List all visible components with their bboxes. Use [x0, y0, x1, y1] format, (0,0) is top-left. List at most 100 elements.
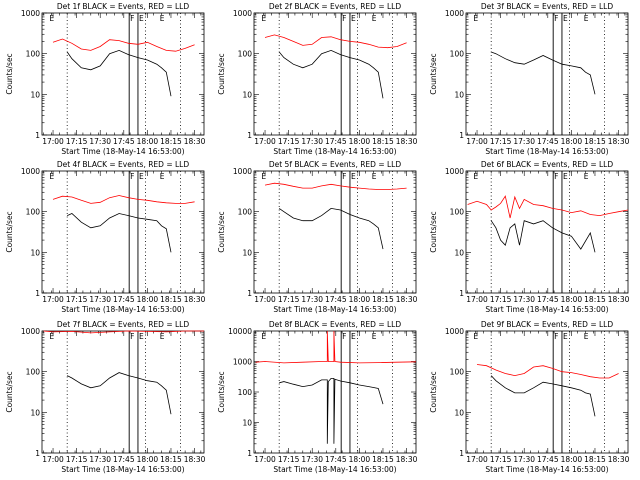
- x-tick-label: 17:15: [278, 295, 300, 304]
- y-axis-label: Counts/sec: [217, 53, 226, 94]
- interval-marker-label: F: [554, 172, 558, 181]
- chart-title: Det 1f BLACK = Events, RED = LLD: [57, 2, 190, 11]
- y-tick-label: 100: [238, 388, 253, 397]
- y-axis-label: Counts/sec: [217, 371, 226, 412]
- interval-marker-label: E: [584, 172, 589, 181]
- x-tick-label: 18:00: [349, 455, 371, 464]
- interval-marker-label: E: [351, 172, 356, 181]
- x-tick-label: 17:45: [537, 295, 559, 304]
- y-tick-label: 10: [242, 248, 252, 257]
- plot-frame: [465, 12, 629, 136]
- y-axis-label: Counts/sec: [429, 53, 438, 94]
- interval-marker-label: E: [473, 14, 478, 23]
- interval-marker-label: F: [130, 14, 134, 23]
- interval-marker-label: E: [49, 332, 54, 341]
- lld-series-line: [255, 330, 417, 364]
- y-tick-label: 10: [454, 408, 464, 417]
- y-tick-label: 1: [35, 449, 40, 458]
- plot-frame: [253, 170, 417, 294]
- x-tick-label: 17:45: [325, 455, 347, 464]
- interval-marker-label: E: [139, 14, 144, 23]
- interval-marker-label: E: [160, 332, 165, 341]
- y-tick-label: 100: [450, 208, 465, 217]
- x-tick-label: 18:00: [137, 295, 159, 304]
- y-tick-label: 100: [26, 50, 41, 59]
- y-tick-label: 100: [450, 368, 465, 377]
- interval-marker-label: E: [351, 332, 356, 341]
- interval-marker-label: F: [554, 332, 558, 341]
- events-series-line: [490, 220, 596, 253]
- x-axis-label: Start Time (18-May-14 16:53:00): [485, 305, 608, 314]
- lld-series-line: [476, 364, 619, 379]
- interval-marker-label: F: [130, 172, 134, 181]
- x-tick-label: 18:00: [561, 137, 583, 146]
- y-tick-label: 10000: [228, 327, 252, 336]
- y-tick-label: 10: [242, 90, 252, 99]
- interval-marker-label: E: [372, 14, 377, 23]
- chart-title: Det 4f BLACK = Events, RED = LLD: [57, 160, 190, 169]
- plot-frame: [41, 12, 205, 136]
- lld-series-line: [264, 34, 407, 49]
- x-tick-label: 17:30: [89, 455, 111, 464]
- x-tick-label: 17:15: [278, 455, 300, 464]
- x-tick-label: 17:30: [301, 455, 323, 464]
- x-tick-label: 18:00: [349, 137, 371, 146]
- y-tick-label: 1000: [445, 167, 464, 176]
- panel-det-3: Det 3f BLACK = Events, RED = LLD 1 10 100 10…: [429, 2, 630, 156]
- interval-marker-label: E: [584, 14, 589, 23]
- x-tick-label: 17:45: [113, 295, 135, 304]
- panel-det-6: Det 6f BLACK = Events, RED = LLD 1 10 100 10…: [429, 160, 630, 314]
- interval-marker-label: E: [372, 332, 377, 341]
- plot-frame: [41, 330, 205, 454]
- x-tick-label: 18:15: [372, 137, 394, 146]
- x-tick-label: 18:30: [608, 455, 630, 464]
- chart-title: Det 5f BLACK = Events, RED = LLD: [269, 160, 402, 169]
- chart-title: Det 9f BLACK = Events, RED = LLD: [481, 320, 614, 329]
- x-tick-label: 18:30: [608, 295, 630, 304]
- x-axis-label: Start Time (18-May-14 16:53:00): [485, 465, 608, 474]
- x-tick-label: 17:15: [66, 295, 88, 304]
- chart-title: Det 3f BLACK = Events, RED = LLD: [481, 2, 614, 11]
- y-tick-label: 100: [26, 368, 41, 377]
- lld-series-line: [52, 195, 195, 204]
- x-tick-label: 17:15: [66, 137, 88, 146]
- plot-frame: [465, 330, 629, 454]
- y-tick-label: 1: [247, 289, 252, 298]
- y-tick-label: 10: [454, 248, 464, 257]
- y-axis-label: Counts/sec: [429, 211, 438, 252]
- x-tick-label: 18:30: [608, 137, 630, 146]
- events-series-line: [67, 372, 172, 415]
- y-tick-label: 100: [238, 208, 253, 217]
- x-axis-label: Start Time (18-May-14 16:53:00): [61, 147, 184, 156]
- x-tick-label: 18:15: [160, 455, 182, 464]
- x-tick-label: 17:15: [66, 455, 88, 464]
- y-tick-label: 1000: [233, 167, 252, 176]
- y-tick-label: 10: [454, 90, 464, 99]
- y-tick-label: 1000: [21, 327, 40, 336]
- y-tick-label: 1000: [21, 167, 40, 176]
- interval-marker-label: E: [584, 332, 589, 341]
- x-tick-label: 18:15: [372, 455, 394, 464]
- y-tick-label: 1: [459, 131, 464, 140]
- x-tick-label: 17:45: [113, 137, 135, 146]
- x-axis-label: Start Time (18-May-14 16:53:00): [273, 147, 396, 156]
- x-tick-label: 17:30: [513, 137, 535, 146]
- panel-det-4: Det 4f BLACK = Events, RED = LLD 1 10 100 10…: [5, 160, 206, 314]
- x-tick-label: 18:30: [396, 455, 418, 464]
- x-tick-label: 17:00: [254, 295, 276, 304]
- interval-marker-label: E: [160, 14, 165, 23]
- chart-title: Det 2f BLACK = Events, RED = LLD: [269, 2, 402, 11]
- interval-marker-label: E: [160, 172, 165, 181]
- x-axis-label: Start Time (18-May-14 16:53:00): [61, 305, 184, 314]
- interval-marker-label: E: [261, 332, 266, 341]
- y-axis-label: Counts/sec: [217, 211, 226, 252]
- plot-frame: [41, 170, 205, 294]
- x-tick-label: 18:00: [561, 295, 583, 304]
- interval-marker-label: E: [261, 14, 266, 23]
- interval-marker-label: E: [372, 172, 377, 181]
- x-tick-label: 18:15: [160, 295, 182, 304]
- plot-frame: [465, 170, 629, 294]
- x-tick-label: 17:00: [42, 137, 64, 146]
- interval-marker-label: E: [563, 172, 568, 181]
